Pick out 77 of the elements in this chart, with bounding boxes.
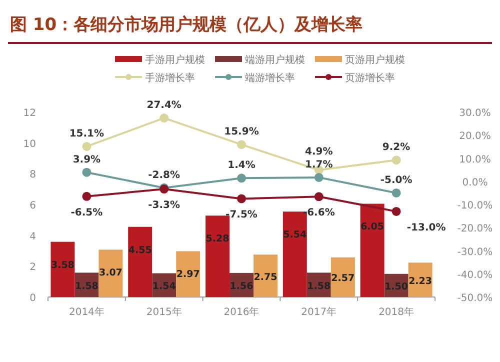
data-label: 4.9% <box>305 146 333 158</box>
data-label: 3.07 <box>98 268 122 279</box>
data-label: 5.28 <box>206 234 230 245</box>
y2-tick-label: -20.0% <box>457 224 493 235</box>
y-tick-label: 10 <box>23 138 36 150</box>
y2-tick-label: 0.0% <box>462 177 488 188</box>
y2-tick-label: -30.0% <box>457 246 493 258</box>
data-label: 9.2% <box>382 142 410 154</box>
data-label: -2.8% <box>148 170 180 181</box>
y2-tick-label: -40.0% <box>457 270 493 281</box>
bar <box>128 226 152 297</box>
y-tick-label: 8 <box>30 170 36 181</box>
point <box>392 156 401 165</box>
point <box>237 174 246 183</box>
chart-title: 图 10：各细分市场用户规模（亿人）及增长率 <box>10 15 363 35</box>
legend-label: 手游用户规模 <box>145 54 205 66</box>
legend-label: 手游增长率 <box>145 72 195 84</box>
data-label: -13.0% <box>406 222 446 234</box>
data-label: -3.3% <box>148 200 180 212</box>
x-tick-label: 2015年 <box>146 306 182 318</box>
legend-label: 端游增长率 <box>245 72 295 84</box>
bar <box>176 251 200 297</box>
data-label: 6.05 <box>360 222 384 233</box>
y2-tick-label: 20.0% <box>459 131 491 142</box>
bar <box>330 257 355 297</box>
data-label: -6.5% <box>70 207 103 218</box>
data-label: 1.54 <box>152 281 176 292</box>
point <box>82 142 92 151</box>
data-label: 3.58 <box>50 260 75 271</box>
point <box>392 206 401 216</box>
data-label: 1.58 <box>307 280 332 292</box>
point <box>82 168 92 177</box>
y2-tick-label: 30.0% <box>459 108 491 119</box>
data-label: 3.9% <box>72 154 101 166</box>
data-label: 2.75 <box>254 272 278 283</box>
data-label: -5.0% <box>380 174 412 186</box>
data-label: 1.4% <box>228 160 256 172</box>
bar <box>98 250 123 297</box>
y2-tick-label: 10.0% <box>459 154 491 166</box>
y-tick-label: 6 <box>30 200 36 212</box>
data-label: 1.50 <box>384 281 408 292</box>
x-tick-label: 2014年 <box>68 306 104 318</box>
point <box>160 114 169 123</box>
point <box>314 192 324 202</box>
point <box>237 140 246 150</box>
bar <box>50 242 75 297</box>
legend-label: 页游用户规模 <box>345 54 405 66</box>
y2-tick-label: -50.0% <box>457 293 493 304</box>
data-label: 4.55 <box>128 244 152 256</box>
x-tick-label: 2016年 <box>224 306 260 318</box>
x-tick-label: 2017年 <box>301 306 337 318</box>
data-label: 1.7% <box>305 159 333 170</box>
legend-label: 端游用户规模 <box>245 54 305 66</box>
legend-label: 页游增长率 <box>345 72 395 84</box>
bar <box>360 204 384 297</box>
data-label: 2.57 <box>331 273 355 284</box>
point <box>237 194 246 204</box>
data-label: 1.56 <box>230 280 254 292</box>
x-tick-label: 2018年 <box>378 306 414 318</box>
data-label: 27.4% <box>146 100 182 112</box>
bar <box>408 262 432 297</box>
data-label: -7.5% <box>226 210 258 221</box>
data-label: 2.97 <box>176 269 200 280</box>
data-label: 2.23 <box>408 276 432 287</box>
data-label: 15.9% <box>224 126 259 138</box>
y-tick-label: 12 <box>23 108 36 119</box>
point <box>314 172 324 182</box>
data-label: 15.1% <box>69 128 104 140</box>
data-label: 5.54 <box>283 230 308 241</box>
y-tick-label: 0 <box>30 293 36 304</box>
data-label: 1.58 <box>74 280 99 292</box>
point <box>82 192 92 201</box>
y2-tick-label: -10.0% <box>457 200 493 212</box>
point <box>392 188 401 198</box>
y-tick-label: 2 <box>30 262 36 274</box>
bar <box>254 254 278 297</box>
y-tick-label: 4 <box>30 231 36 242</box>
